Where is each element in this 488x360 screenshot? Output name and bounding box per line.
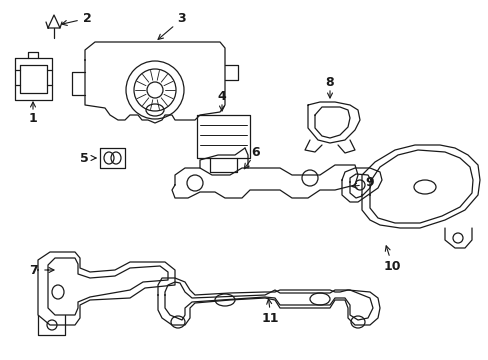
Text: 7: 7 — [30, 264, 38, 276]
Text: 10: 10 — [383, 260, 400, 273]
Text: 8: 8 — [325, 76, 334, 89]
Text: 6: 6 — [251, 145, 260, 158]
Text: 1: 1 — [29, 112, 37, 125]
Text: 9: 9 — [365, 176, 373, 189]
Text: 5: 5 — [80, 152, 88, 165]
Text: 3: 3 — [177, 13, 186, 26]
Text: 4: 4 — [217, 90, 226, 103]
Text: 11: 11 — [261, 311, 278, 324]
Text: 2: 2 — [82, 12, 91, 24]
